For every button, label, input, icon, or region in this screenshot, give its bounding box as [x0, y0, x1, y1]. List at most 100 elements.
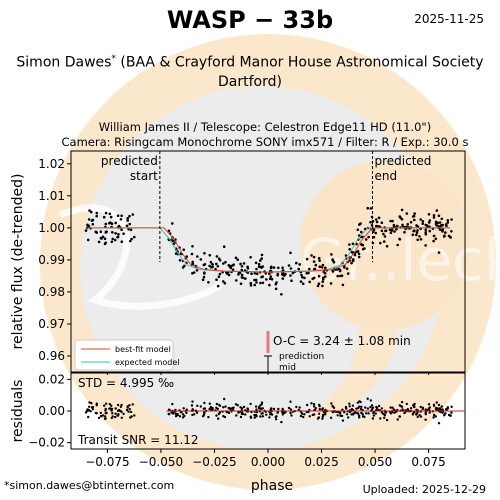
residual-point [246, 407, 249, 410]
flux-point [447, 234, 451, 238]
flux-point [351, 242, 355, 246]
residual-point [372, 411, 375, 415]
flux-point [191, 260, 194, 264]
residual-point [435, 401, 438, 404]
residual-point [108, 402, 112, 406]
observer-mark: * [111, 54, 116, 64]
flux-point [419, 238, 423, 241]
residual-point [258, 407, 261, 410]
flux-point [441, 228, 445, 231]
flux-point [446, 221, 450, 224]
flux-y-tick-label: 0.99 [38, 253, 65, 267]
flux-point [360, 230, 363, 234]
flux-point [218, 259, 222, 262]
flux-point [167, 229, 171, 233]
residual-point [172, 411, 175, 414]
residual-point [298, 406, 301, 409]
flux-point [249, 281, 253, 285]
flux-point [372, 228, 376, 231]
flux-point [209, 260, 213, 264]
observer-affiliation: (BAA & Crayford Manor House Astronomical… [120, 54, 484, 71]
residual-point [348, 405, 351, 408]
flux-point [259, 259, 262, 262]
flux-point [321, 263, 325, 267]
flux-point [343, 266, 346, 269]
residual-point [367, 412, 370, 415]
residual-point [99, 411, 103, 415]
residual-point [371, 406, 375, 409]
residual-point [358, 416, 361, 419]
flux-point [301, 282, 305, 286]
flux-point [434, 220, 438, 224]
residual-point [277, 407, 280, 411]
flux-point [445, 224, 448, 228]
residual-point [358, 405, 361, 408]
flux-point [202, 275, 206, 279]
flux-point [131, 213, 135, 216]
residual-point [249, 416, 253, 419]
residual-y-ticks: −0.02 0.00 0.02 [28, 372, 71, 450]
residual-point [111, 415, 114, 418]
flux-point [244, 277, 247, 280]
prediction-mid-label: prediction [279, 352, 324, 362]
phase-x-ticks: −0.075 −0.050 −0.025 0.000 0.025 0.050 0.075 [85, 449, 446, 469]
flux-point [424, 228, 428, 231]
flux-point [113, 238, 117, 242]
flux-point [416, 229, 419, 232]
flux-point [86, 238, 90, 242]
residual-point [426, 408, 429, 411]
flux-point [249, 284, 253, 287]
residual-point [201, 415, 205, 418]
flux-point [384, 229, 388, 232]
flux-y-tick-label: 0.96 [38, 349, 65, 363]
flux-point [406, 223, 410, 226]
residual-point [428, 411, 431, 414]
flux-point [91, 223, 95, 226]
observer-line: Simon Dawes* (BAA & Crayford Manor House… [0, 50, 500, 73]
residual-point [437, 403, 441, 407]
residual-point [384, 411, 388, 414]
flux-point [348, 243, 351, 246]
flux-point [208, 253, 212, 257]
flux-point [287, 264, 291, 267]
flux-point [238, 271, 242, 275]
residual-point [299, 414, 303, 418]
flux-point [203, 263, 207, 266]
residual-point [281, 413, 284, 416]
residual-point [359, 400, 362, 404]
residual-point [428, 406, 431, 409]
flux-point [336, 274, 340, 278]
flux-point [413, 212, 416, 215]
residual-point [196, 404, 199, 407]
flux-point [260, 253, 264, 257]
residual-point [437, 422, 441, 425]
flux-point [421, 222, 425, 225]
flux-point [446, 219, 450, 222]
flux-point [274, 287, 278, 291]
flux-point [127, 228, 130, 231]
residual-point [383, 414, 387, 417]
flux-point [130, 237, 133, 241]
residual-point [235, 414, 238, 417]
flux-point [310, 254, 313, 257]
residual-point [234, 403, 238, 406]
flux-point [216, 284, 220, 288]
flux-point [357, 252, 361, 256]
flux-point [231, 268, 235, 272]
residual-point [95, 402, 99, 405]
flux-point [299, 280, 303, 283]
flux-point [111, 237, 114, 241]
flux-point [207, 281, 210, 284]
residual-point [215, 414, 218, 417]
equipment-line-2: Camera: Risingcam Monochrome SONY imx571… [61, 135, 469, 149]
flux-point [240, 273, 244, 277]
flux-point [405, 212, 409, 215]
phase-x-tick-label: 0.050 [358, 455, 392, 469]
flux-point [412, 214, 416, 218]
flux-point [215, 262, 218, 266]
residual-point [441, 408, 444, 411]
flux-point [208, 264, 211, 268]
flux-point [281, 266, 284, 270]
flux-point [117, 233, 120, 236]
legend-expected-label: expected model [115, 358, 180, 367]
